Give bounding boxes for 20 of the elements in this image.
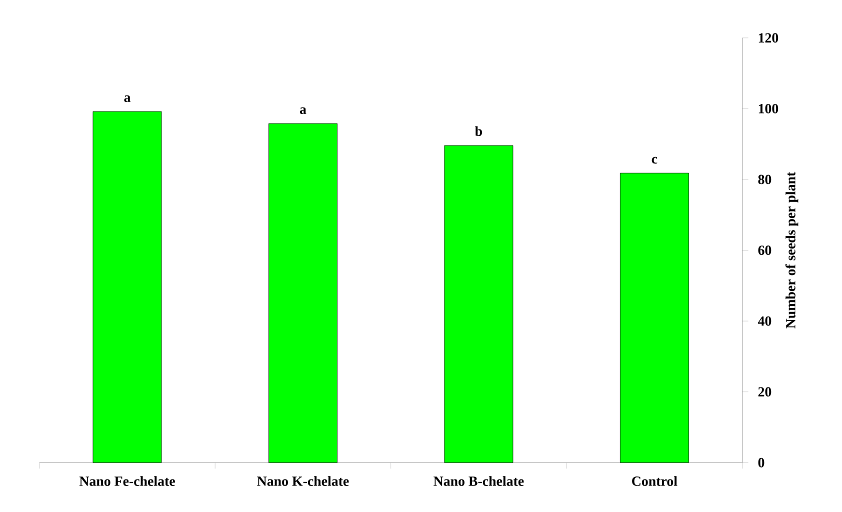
y-tick-label: 120 [758, 32, 778, 42]
y-tick-label: 100 [758, 104, 778, 114]
y-tick-label: 40 [758, 316, 772, 326]
annotation: a [124, 95, 131, 102]
bar [444, 145, 514, 463]
x-tick-label: Nano B-chelate [434, 476, 524, 486]
x-tick-label: Nano Fe-chelate [79, 476, 175, 486]
bar [268, 123, 338, 463]
annotation: c [652, 156, 658, 164]
y-tick-label: 60 [758, 245, 772, 255]
x-tick-label: Nano K-chelate [257, 476, 349, 486]
bar [92, 111, 162, 463]
annotation: a [300, 107, 306, 114]
bar [620, 172, 689, 463]
y-tick-label: 20 [758, 386, 772, 396]
y-tick-label: 80 [758, 174, 772, 184]
x-tick-label: Control [632, 476, 678, 486]
y-tick-label: 0 [758, 458, 764, 468]
y-axis-title: Number of seeds per plant [785, 172, 798, 328]
annotation: b [475, 126, 482, 136]
